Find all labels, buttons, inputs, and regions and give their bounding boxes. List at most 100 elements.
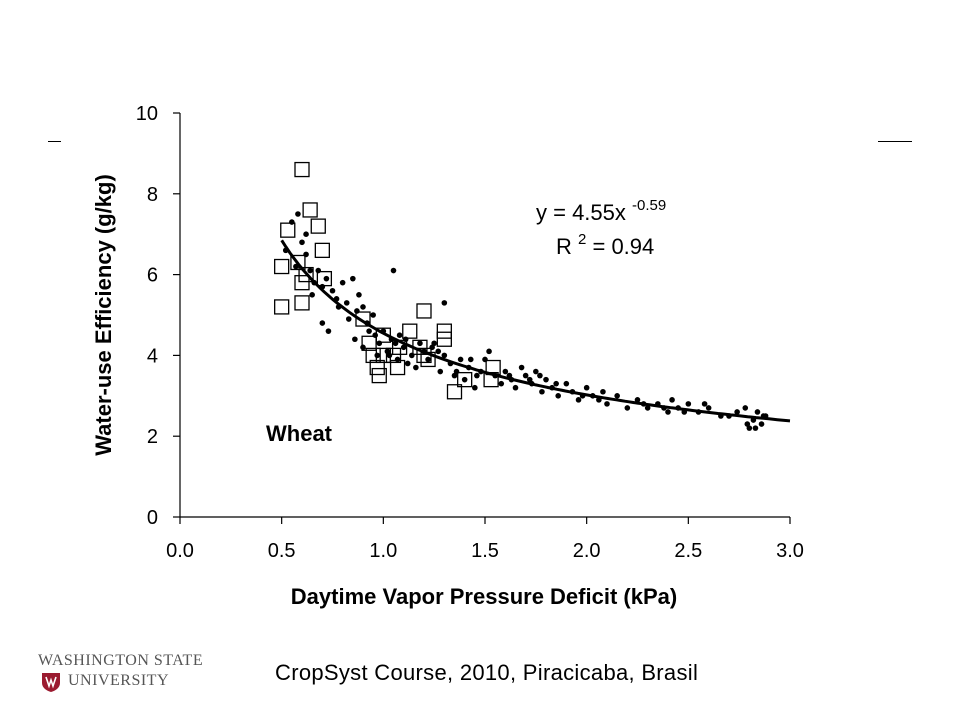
data-point-dot bbox=[282, 247, 289, 254]
left-divider-line bbox=[48, 141, 61, 142]
x-axis-title: Daytime Vapor Pressure Deficit (kPa) bbox=[291, 584, 677, 609]
power-fit-curve bbox=[280, 239, 791, 423]
fit-equation: y = 4.55x -0.59 bbox=[536, 197, 666, 225]
data-point-dot bbox=[575, 397, 582, 403]
data-point-dot bbox=[333, 296, 340, 302]
data-point-square bbox=[294, 275, 310, 291]
data-point-dot bbox=[323, 275, 330, 282]
y-tick-label: 10 bbox=[136, 103, 158, 125]
data-point-dot bbox=[289, 219, 295, 225]
data-point-dot bbox=[457, 356, 464, 363]
data-point-dot bbox=[482, 356, 488, 363]
data-point-dot bbox=[421, 348, 427, 355]
data-point-dot bbox=[461, 376, 468, 383]
data-point-dot bbox=[319, 283, 326, 290]
data-point-square bbox=[298, 266, 314, 283]
r-value: = 0.94 bbox=[592, 234, 654, 259]
data-point-dot bbox=[492, 372, 498, 379]
logo-text-line2: UNIVERSITY bbox=[68, 672, 169, 689]
data-point-dot bbox=[404, 360, 411, 367]
data-point-dot bbox=[429, 344, 435, 351]
y-tick-label: 0 bbox=[147, 507, 158, 529]
data-point-dot bbox=[376, 340, 383, 347]
data-point-dot bbox=[374, 352, 381, 359]
data-point-dot bbox=[498, 380, 505, 387]
x-tick-label: 1.5 bbox=[471, 540, 499, 562]
data-point-dot bbox=[589, 393, 596, 399]
data-point-dot bbox=[453, 368, 460, 375]
data-point-dot bbox=[435, 348, 442, 355]
data-point-dot bbox=[695, 409, 702, 415]
data-point-dot bbox=[360, 344, 366, 351]
data-point-dot bbox=[543, 376, 549, 383]
data-point-dot bbox=[754, 409, 761, 415]
data-point-square bbox=[355, 311, 371, 327]
data-point-dot bbox=[569, 388, 576, 395]
data-point-dot bbox=[311, 279, 318, 286]
plot-axes bbox=[173, 112, 791, 524]
data-point-dot bbox=[295, 211, 301, 217]
data-point-dot bbox=[655, 401, 661, 407]
data-point-dot bbox=[742, 405, 749, 411]
data-point-dot bbox=[390, 267, 397, 274]
y-tick-label: 6 bbox=[147, 265, 158, 287]
right-divider-line bbox=[878, 141, 912, 142]
x-tick-label: 3.0 bbox=[776, 540, 804, 562]
data-point-dot bbox=[441, 300, 448, 306]
data-point-square bbox=[314, 242, 330, 259]
data-point-dot bbox=[726, 413, 732, 419]
data-point-square bbox=[371, 367, 387, 384]
data-point-dot bbox=[400, 344, 407, 351]
data-point-square bbox=[446, 384, 463, 400]
data-point-dot bbox=[661, 405, 667, 411]
data-point-dot bbox=[325, 328, 332, 334]
data-point-dot bbox=[640, 401, 647, 407]
data-point-dot bbox=[701, 401, 708, 407]
data-point-dot bbox=[760, 413, 767, 419]
x-tick-label: 1.0 bbox=[369, 540, 397, 562]
data-point-dot bbox=[553, 380, 559, 387]
x-tick-label: 2.0 bbox=[573, 540, 601, 562]
data-point-dot bbox=[360, 304, 366, 310]
data-point-square bbox=[375, 327, 391, 343]
data-point-dot bbox=[372, 332, 379, 339]
data-point-dot bbox=[425, 356, 431, 363]
data-point-dot bbox=[335, 304, 342, 310]
data-point-square bbox=[436, 331, 452, 347]
data-point-square bbox=[389, 359, 406, 376]
y-axis-title: Water-use Efficiency (g/kg) bbox=[91, 174, 116, 456]
data-point-dot bbox=[579, 393, 586, 399]
wsu-seal-icon bbox=[42, 673, 60, 692]
data-point-dot bbox=[526, 376, 533, 383]
data-point-dot bbox=[669, 397, 675, 403]
data-point-dot bbox=[744, 421, 751, 427]
fit-curve-layer bbox=[280, 239, 791, 423]
data-point-square bbox=[385, 347, 402, 364]
data-point-dot bbox=[350, 275, 356, 282]
equation-base: y = 4.55x bbox=[536, 200, 626, 225]
data-point-dot bbox=[447, 360, 454, 367]
data-point-dot bbox=[522, 372, 529, 379]
data-point-dot bbox=[512, 384, 519, 391]
y-tick-label: 8 bbox=[147, 184, 158, 206]
data-point-dot bbox=[474, 372, 480, 379]
data-point-dot bbox=[319, 320, 326, 326]
data-point-dot bbox=[644, 405, 651, 411]
data-point-dot bbox=[364, 320, 370, 326]
data-point-dot bbox=[604, 401, 610, 407]
data-point-dot bbox=[402, 336, 409, 343]
data-point-dot bbox=[705, 405, 712, 411]
data-point-square bbox=[402, 323, 418, 339]
data-point-square bbox=[365, 347, 381, 364]
data-point-dot bbox=[409, 352, 415, 359]
data-point-dot bbox=[486, 348, 492, 355]
data-point-dot bbox=[413, 364, 419, 371]
equation-exponent: -0.59 bbox=[632, 197, 666, 214]
data-point-dot bbox=[614, 393, 620, 399]
data-point-square bbox=[436, 323, 452, 339]
data-point-dot bbox=[758, 421, 765, 427]
data-point-dot bbox=[634, 397, 641, 403]
data-point-dot bbox=[718, 413, 724, 419]
r-exponent: 2 bbox=[578, 231, 586, 248]
